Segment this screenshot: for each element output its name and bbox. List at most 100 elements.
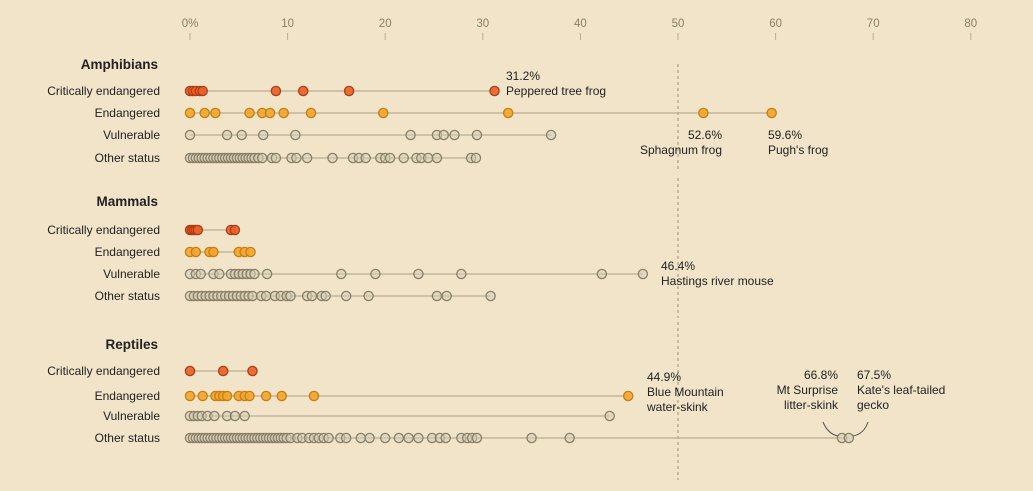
data-point — [244, 390, 255, 402]
data-point — [301, 152, 313, 164]
data-point — [221, 390, 233, 402]
annotation-label: litter-skink — [784, 398, 839, 412]
data-point — [440, 432, 451, 444]
data-point — [431, 152, 443, 164]
data-point — [471, 129, 483, 141]
data-point — [184, 390, 196, 402]
group-mammals: Mammals Critically endangered Endangered Vu… — [47, 194, 649, 303]
x-tick-label: 80 — [964, 18, 977, 30]
row-label: Critically endangered — [47, 223, 160, 237]
data-point — [270, 152, 282, 164]
data-point — [698, 107, 709, 119]
data-point — [485, 290, 496, 302]
data-point — [249, 268, 260, 280]
annotation: 66.8% Mt Surprise litter-skink — [777, 368, 839, 412]
data-point — [184, 365, 196, 377]
annotation: 44.9% Blue Mountain water-skink — [646, 370, 724, 414]
x-tick-label: 60 — [769, 18, 782, 30]
annotation-label: Pugh's frog — [768, 143, 828, 157]
row-label: Critically endangered — [47, 84, 160, 98]
data-point — [340, 290, 352, 302]
data-point — [489, 85, 500, 97]
data-point — [210, 107, 221, 119]
data-point — [622, 390, 634, 402]
data-point — [290, 129, 301, 141]
data-point — [604, 410, 615, 422]
data-point — [336, 268, 347, 280]
data-point — [257, 129, 269, 141]
data-point — [278, 107, 289, 119]
annotation-value: 59.6% — [768, 128, 802, 142]
data-point — [384, 152, 396, 164]
data-point — [236, 129, 247, 141]
data-point — [843, 432, 855, 444]
data-point — [405, 129, 416, 141]
annotation-leader — [822, 421, 839, 437]
data-point — [370, 268, 381, 280]
group-title: Amphibians — [81, 57, 158, 72]
row-label: Vulnerable — [103, 128, 160, 142]
group-title: Reptiles — [105, 337, 158, 352]
data-point — [247, 365, 258, 377]
group-reptiles: Reptiles Critically endangered Endangered V… — [47, 337, 855, 445]
data-point — [239, 410, 250, 422]
data-point — [199, 107, 210, 119]
annotation-label: Blue Mountain — [647, 385, 724, 399]
data-point — [297, 85, 309, 97]
row-label: Vulnerable — [103, 409, 160, 423]
row-critically-endangered: Critically endangered — [47, 84, 500, 98]
annotations: 31.2% Peppered tree frog 52.6% Sphagnum fro… — [506, 69, 945, 437]
row-vulnerable: Vulnerable — [103, 267, 649, 281]
data-point — [209, 410, 220, 422]
data-point — [197, 85, 208, 97]
data-point — [422, 152, 434, 164]
row-other: Other status — [95, 151, 482, 165]
data-point — [323, 432, 334, 444]
data-point — [340, 432, 352, 444]
data-point — [245, 246, 256, 258]
data-point — [377, 107, 389, 119]
data-point — [214, 268, 225, 280]
x-tick-label: 40 — [574, 18, 587, 30]
x-axis: 0% 10 20 30 40 50 60 70 80 — [182, 18, 977, 480]
row-critically-endangered: Critically endangered — [47, 364, 258, 378]
row-endangered: Endangered — [95, 106, 777, 120]
annotation-label: Hastings river mouse — [661, 274, 774, 288]
data-point — [229, 224, 241, 236]
data-point — [244, 107, 255, 119]
data-point — [260, 290, 272, 302]
x-tick-label: 30 — [476, 18, 489, 30]
data-point — [306, 290, 318, 302]
x-tick-label: 70 — [867, 18, 880, 30]
data-point — [431, 290, 443, 302]
data-point — [184, 129, 196, 141]
data-point — [441, 290, 452, 302]
row-label: Other status — [95, 431, 160, 445]
data-point — [229, 410, 241, 422]
data-point — [766, 107, 777, 119]
data-point — [355, 432, 367, 444]
row-vulnerable: Vulnerable — [103, 409, 615, 423]
data-point — [471, 432, 483, 444]
data-point — [195, 268, 206, 280]
annotation: 59.6% Pugh's frog — [768, 128, 828, 157]
row-label: Endangered — [95, 245, 160, 259]
annotation-label: Peppered tree frog — [506, 84, 606, 98]
chart-groups: Amphibians Critically endangered Endangere… — [47, 57, 855, 445]
data-point — [393, 432, 405, 444]
data-point — [545, 129, 557, 141]
x-tick-label: 50 — [672, 18, 685, 30]
data-point — [270, 85, 282, 97]
data-point — [261, 268, 273, 280]
annotation-value: 44.9% — [647, 370, 681, 384]
group-title: Mammals — [96, 194, 158, 209]
data-point — [217, 365, 229, 377]
data-point — [403, 432, 414, 444]
annotation-leader — [852, 421, 869, 437]
data-point — [221, 129, 233, 141]
data-point — [470, 152, 482, 164]
row-label: Endangered — [95, 106, 160, 120]
row-other: Other status — [95, 289, 496, 303]
data-point — [360, 152, 371, 164]
